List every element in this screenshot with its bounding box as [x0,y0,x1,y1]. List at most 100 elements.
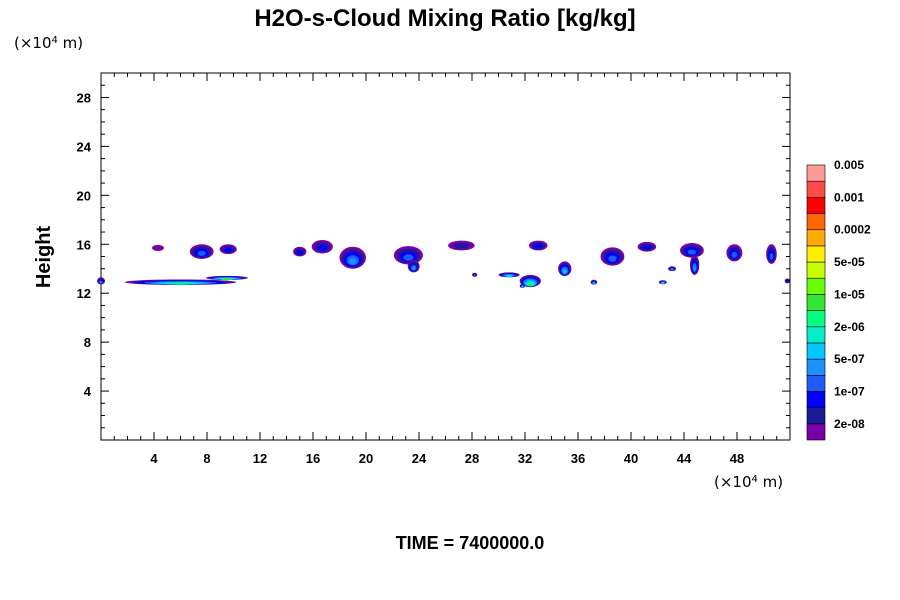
contour-level [348,258,357,265]
x-tick-label: 12 [253,451,267,466]
y-axis-label: Height [33,226,55,289]
cloud-feature [558,261,572,277]
x-tick-label: 36 [571,451,585,466]
cloud-feature [637,241,657,252]
x-tick-label: 16 [306,451,320,466]
contour-level [224,247,233,253]
cloud-feature [726,244,743,262]
cloud-feature [448,240,475,251]
contour-level [731,251,738,258]
contour-level [687,249,697,255]
colorbar-label: 5e-05 [834,255,865,269]
contour-level [563,269,567,274]
y-axis-unit: (×104 m) [14,34,83,52]
contour-level [296,250,303,255]
plot-area [100,72,791,441]
colorbar-swatch [806,197,826,214]
cloud-contours [97,239,790,288]
colorbar-swatch [806,342,826,360]
cloud-feature [519,283,525,288]
colorbar-swatch [806,374,826,392]
colorbar-swatch [806,245,826,263]
x-tick-label: 32 [518,451,532,466]
cloud-feature [668,266,677,272]
colorbar-label: 2e-06 [834,320,865,334]
contour-level [317,244,327,251]
y-tick-label: 8 [84,335,91,350]
colorbar-label: 5e-07 [834,352,865,366]
colorbar-swatch [806,213,826,231]
contour-level [769,252,774,260]
cloud-feature [519,274,541,288]
contour-level [534,244,543,249]
cloud-feature [189,244,214,259]
colorbar-label: 0.0002 [834,223,871,237]
x-tick-label: 28 [465,451,479,466]
contour-level [403,254,414,261]
colorbar-swatch [806,310,826,328]
cloud-feature [124,279,237,285]
cloud-feature [766,244,777,264]
colorbar-label: 2e-08 [834,417,865,431]
cloud-feature [680,243,704,258]
time-label: TIME = 7400000.0 [396,533,545,553]
cloud-feature [152,244,164,251]
colorbar-swatch [806,164,826,182]
y-tick-label: 12 [77,286,91,301]
cloud-feature [219,244,237,255]
contour-level [670,268,674,271]
contour-level [506,275,512,278]
x-tick-label: 24 [412,451,427,466]
colorbar-swatch [806,180,826,198]
contour-level [521,285,524,288]
x-tick-label: 40 [624,451,638,466]
y-tick-label: 24 [77,139,92,154]
y-tick-label: 20 [77,188,91,203]
cloud-feature [293,246,307,257]
colorbar-swatch [806,391,826,408]
contour-level [642,245,652,250]
contour-level [608,255,617,262]
cloud-feature [590,279,598,285]
cloud-feature [472,272,478,277]
contour-level [170,282,191,285]
contour-level [661,282,664,285]
contour-level [473,274,476,277]
cloud-feature [498,272,520,278]
contour-level [152,244,164,251]
cloud-feature [600,247,625,266]
colorbar-swatch [806,294,826,311]
contour-level [223,278,231,281]
colorbar-swatch [806,423,826,441]
contour-level [528,283,533,286]
colorbar-label: 1e-05 [834,287,865,301]
y-tick-label: 16 [77,237,91,252]
contour-level [197,250,206,256]
cloud-feature [393,246,423,265]
colorbar-swatch [806,277,826,295]
colorbar-label: 0.001 [834,190,864,204]
cloud-feature [311,239,333,254]
y-tick-label: 28 [77,90,91,105]
cloud-feature [658,280,667,285]
x-tick-label: 20 [359,451,373,466]
x-tick-label: 4 [150,451,158,466]
cloud-feature [339,246,366,269]
y-axis: 4 8 12 16 20 24 28 [77,84,790,429]
colorbar-swatch [806,261,826,279]
colorbar-swatch [806,326,826,344]
colorbar-swatch [806,358,826,376]
colorbar-label: 0.005 [834,158,864,172]
cloud-feature [407,260,420,273]
colorbar-label: 1e-07 [834,384,865,398]
x-axis: 4 8 12 16 20 24 28 32 36 40 44 48 [113,73,778,466]
colorbar-swatch [806,229,826,247]
contour-level [693,265,696,271]
cloud-feature [205,275,249,281]
colorbar-swatch [806,407,826,425]
contour-level [411,266,416,270]
x-tick-label: 48 [730,451,744,466]
cloud-feature [689,255,700,275]
y-tick-label: 4 [84,384,92,399]
